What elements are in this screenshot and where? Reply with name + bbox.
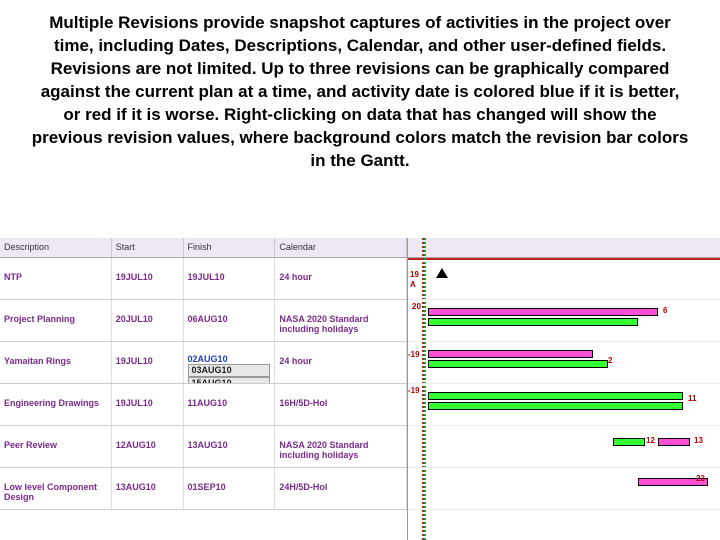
- gantt-row[interactable]: -19 11: [408, 384, 720, 426]
- bar-label: A: [410, 280, 416, 289]
- gantt-bar[interactable]: [658, 438, 690, 446]
- cell-calendar[interactable]: NASA 2020 Standard including holidays: [275, 426, 407, 467]
- gantt-row[interactable]: 12 13: [408, 426, 720, 468]
- cell-start[interactable]: 19JUL10: [112, 384, 184, 425]
- bar-label: 13: [694, 436, 703, 445]
- gantt-row[interactable]: -19 2: [408, 342, 720, 384]
- cell-calendar[interactable]: 24 hour: [275, 342, 407, 383]
- cell-description[interactable]: Project Planning: [0, 300, 112, 341]
- slide-heading: Multiple Revisions provide snapshot capt…: [0, 0, 720, 181]
- cell-finish[interactable]: 13AUG10: [184, 426, 276, 467]
- gantt-bar[interactable]: [428, 350, 593, 358]
- cell-finish[interactable]: 02AUG1003AUG1015AUG10: [184, 342, 276, 383]
- col-header-start[interactable]: Start: [112, 238, 184, 257]
- table-row[interactable]: NTP19JUL1019JUL1024 hour: [0, 258, 407, 300]
- gantt-row[interactable]: 23: [408, 468, 720, 510]
- col-header-description[interactable]: Description: [0, 238, 112, 257]
- activity-grid: Description Start Finish Calendar NTP19J…: [0, 238, 408, 540]
- table-row[interactable]: Engineering Drawings19JUL1011AUG1016H/5D…: [0, 384, 407, 426]
- cell-finish[interactable]: 11AUG10: [184, 384, 276, 425]
- milestone-icon[interactable]: [436, 268, 448, 278]
- cell-description[interactable]: Peer Review: [0, 426, 112, 467]
- gantt-bar[interactable]: [428, 402, 683, 410]
- bar-label: 2: [608, 356, 612, 365]
- cell-finish[interactable]: 01SEP10: [184, 468, 276, 509]
- revision-value: 15AUG10: [188, 377, 271, 383]
- grid-header-row: Description Start Finish Calendar: [0, 238, 407, 258]
- gantt-row[interactable]: 19A: [408, 258, 720, 300]
- cell-calendar[interactable]: 24 hour: [275, 258, 407, 299]
- col-header-finish[interactable]: Finish: [184, 238, 276, 257]
- table-row[interactable]: Yamaitan Rings19JUL1002AUG1003AUG1015AUG…: [0, 342, 407, 384]
- table-row[interactable]: Project Planning20JUL1006AUG10NASA 2020 …: [0, 300, 407, 342]
- revision-value: 03AUG10: [188, 364, 271, 377]
- cell-finish[interactable]: 19JUL10: [184, 258, 276, 299]
- grid-body: NTP19JUL1019JUL1024 hourProject Planning…: [0, 258, 407, 510]
- bar-label: 23: [696, 474, 705, 483]
- cell-description[interactable]: Yamaitan Rings: [0, 342, 112, 383]
- gantt-area: 19A 20 6 -19 2 -19 11 12 13 23: [408, 238, 720, 540]
- bar-label: 12: [646, 436, 655, 445]
- cell-start[interactable]: 19JUL10: [112, 342, 184, 383]
- bar-label: 6: [663, 306, 667, 315]
- cell-start[interactable]: 20JUL10: [112, 300, 184, 341]
- cell-description[interactable]: NTP: [0, 258, 112, 299]
- gantt-bar[interactable]: [428, 392, 683, 400]
- gantt-bar[interactable]: [613, 438, 645, 446]
- cell-start[interactable]: 13AUG10: [112, 468, 184, 509]
- cell-start[interactable]: 19JUL10: [112, 258, 184, 299]
- gantt-app: Description Start Finish Calendar NTP19J…: [0, 238, 720, 540]
- gantt-bar[interactable]: [428, 308, 658, 316]
- col-header-calendar[interactable]: Calendar: [275, 238, 407, 257]
- table-row[interactable]: Peer Review12AUG1013AUG10NASA 2020 Stand…: [0, 426, 407, 468]
- cell-finish[interactable]: 06AUG10: [184, 300, 276, 341]
- gantt-chart[interactable]: 19A 20 6 -19 2 -19 11 12 13 23: [408, 238, 720, 540]
- cell-calendar[interactable]: 16H/5D-Hol: [275, 384, 407, 425]
- gantt-bar[interactable]: [428, 360, 608, 368]
- bar-label: -19: [408, 386, 420, 395]
- cell-description[interactable]: Low level Component Design: [0, 468, 112, 509]
- bar-label: -19: [408, 350, 420, 359]
- cell-calendar[interactable]: 24H/5D-Hol: [275, 468, 407, 509]
- table-row[interactable]: Low level Component Design13AUG1001SEP10…: [0, 468, 407, 510]
- gantt-row[interactable]: 20 6: [408, 300, 720, 342]
- cell-calendar[interactable]: NASA 2020 Standard including holidays: [275, 300, 407, 341]
- bar-label: 11: [688, 394, 696, 403]
- cell-description[interactable]: Engineering Drawings: [0, 384, 112, 425]
- bar-label: 19: [410, 270, 419, 279]
- cell-start[interactable]: 12AUG10: [112, 426, 184, 467]
- bar-label: 20: [412, 302, 421, 311]
- gantt-bar[interactable]: [428, 318, 638, 326]
